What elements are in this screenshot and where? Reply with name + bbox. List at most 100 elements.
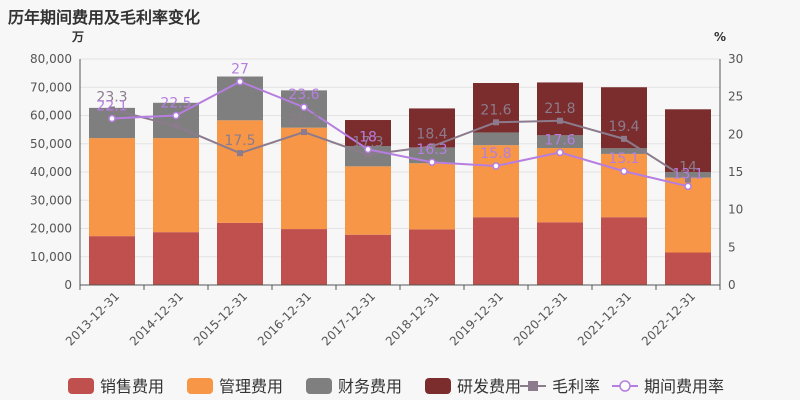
- line-2-label: 22.1: [96, 99, 127, 115]
- line-1-point: [237, 150, 243, 157]
- line-2-point: [172, 111, 180, 120]
- y-left-tick-label: 50,000: [30, 137, 72, 151]
- line-1-point: [493, 119, 499, 126]
- legend-swatch: [425, 378, 451, 394]
- x-tick-label: 2018-12-31: [383, 289, 442, 348]
- x-tick-label: 2015-12-31: [191, 289, 250, 348]
- legend-swatch: [68, 378, 94, 394]
- line-2: [111, 80, 689, 188]
- bar-1: [89, 236, 135, 285]
- bar-1: [665, 252, 711, 285]
- y-right-tick-label: 5: [728, 240, 736, 254]
- y-left-tick-label: 40,000: [30, 165, 72, 179]
- line-1-point: [173, 123, 179, 130]
- line-1-label: 17.3: [352, 135, 383, 151]
- chart-title: 历年期间费用及毛利率变化: [8, 8, 201, 27]
- y-right-tick-label: 30: [728, 52, 743, 66]
- line-2-label: 13.1: [672, 166, 703, 182]
- y-left-tick-label: 70,000: [30, 80, 72, 94]
- bar-3: [473, 132, 519, 146]
- legend-label: 研发费用: [457, 377, 521, 396]
- line-1-point: [365, 151, 371, 158]
- x-tick-label: 2016-12-31: [255, 289, 314, 348]
- line-2-point: [428, 158, 436, 166]
- legend-label: 管理费用: [219, 377, 283, 396]
- y-left-tick-label: 80,000: [30, 52, 72, 66]
- line-1-label: 21.6: [480, 102, 511, 118]
- y-right-tick-label: 0: [728, 278, 736, 292]
- bar-1: [473, 217, 519, 285]
- line-2-point: [556, 148, 564, 157]
- bar-2: [473, 145, 519, 218]
- bar-1: [537, 222, 583, 285]
- x-tick-label: 2021-12-31: [575, 289, 634, 348]
- line-2-label: 15.1: [608, 151, 639, 167]
- line-1-point: [557, 117, 563, 124]
- y-right-tick-label: 25: [728, 90, 743, 104]
- line-1-label: 19.4: [608, 119, 639, 135]
- bar-3: [665, 172, 711, 178]
- y-right-tick-label: 15: [728, 165, 743, 179]
- line-1-label: 14: [679, 160, 697, 176]
- line-2-point: [300, 103, 308, 111]
- bar-2: [601, 153, 647, 218]
- y-left-tick-label: 0: [64, 278, 72, 292]
- line-2-label: 27: [231, 62, 249, 78]
- bar-3: [601, 148, 647, 154]
- line-2-label: 15.8: [480, 146, 511, 162]
- line-2-point: [108, 114, 116, 123]
- y-left-tick-label: 60,000: [30, 109, 72, 123]
- bar-2: [217, 120, 263, 223]
- bar-4: [665, 109, 711, 172]
- line-1-label: 18.4: [416, 126, 447, 142]
- y-left-unit: 万: [71, 30, 84, 44]
- legend-swatch-marker: [528, 381, 538, 391]
- bar-2: [409, 163, 455, 230]
- line-2-label: 18: [359, 129, 377, 145]
- line-2-label: 17.6: [544, 132, 575, 148]
- line-1-label: 23.3: [96, 89, 127, 105]
- x-tick-label: 2020-12-31: [511, 289, 570, 348]
- line-1-point: [685, 176, 691, 183]
- line-1-point: [109, 106, 115, 113]
- legend-label: 财务费用: [338, 377, 402, 396]
- bar-1: [345, 234, 391, 285]
- bar-4: [537, 82, 583, 136]
- bar-2: [89, 138, 135, 237]
- line-1-point: [621, 135, 627, 142]
- line-2-label: 16.3: [416, 142, 447, 158]
- legend-swatch: [306, 378, 332, 394]
- y-left-tick-label: 10,000: [30, 250, 72, 264]
- line-2-point: [364, 145, 372, 154]
- line-2-point: [236, 77, 244, 86]
- legend-swatch: [187, 378, 213, 394]
- legend-label: 销售费用: [100, 377, 164, 396]
- bar-1: [281, 229, 327, 285]
- y-left-tick-label: 30,000: [30, 193, 72, 207]
- line-2-label: 22.5: [160, 96, 191, 112]
- bar-2: [153, 138, 199, 233]
- y-right-tick-label: 20: [728, 127, 743, 141]
- line-2-label: 23.6: [288, 87, 319, 103]
- x-tick-label: 2019-12-31: [447, 289, 506, 348]
- line-1-point: [429, 143, 435, 150]
- legend-label: 毛利率: [552, 377, 600, 396]
- bar-4: [345, 120, 391, 147]
- bar-2: [537, 147, 583, 223]
- line-1-label: 21.8: [544, 101, 575, 117]
- bar-1: [409, 229, 455, 285]
- bar-2: [665, 177, 711, 253]
- bar-2: [281, 127, 327, 230]
- legend-label: 期间费用率: [644, 377, 724, 396]
- line-1-point: [301, 129, 307, 136]
- bar-2: [345, 166, 391, 235]
- bar-3: [537, 135, 583, 148]
- line-2-point: [684, 182, 692, 191]
- line-2-point: [492, 162, 500, 170]
- y-right-tick-label: 10: [728, 203, 743, 217]
- y-right-unit: %: [714, 30, 726, 44]
- bar-1: [153, 232, 199, 285]
- x-tick-label: 2013-12-31: [63, 289, 122, 348]
